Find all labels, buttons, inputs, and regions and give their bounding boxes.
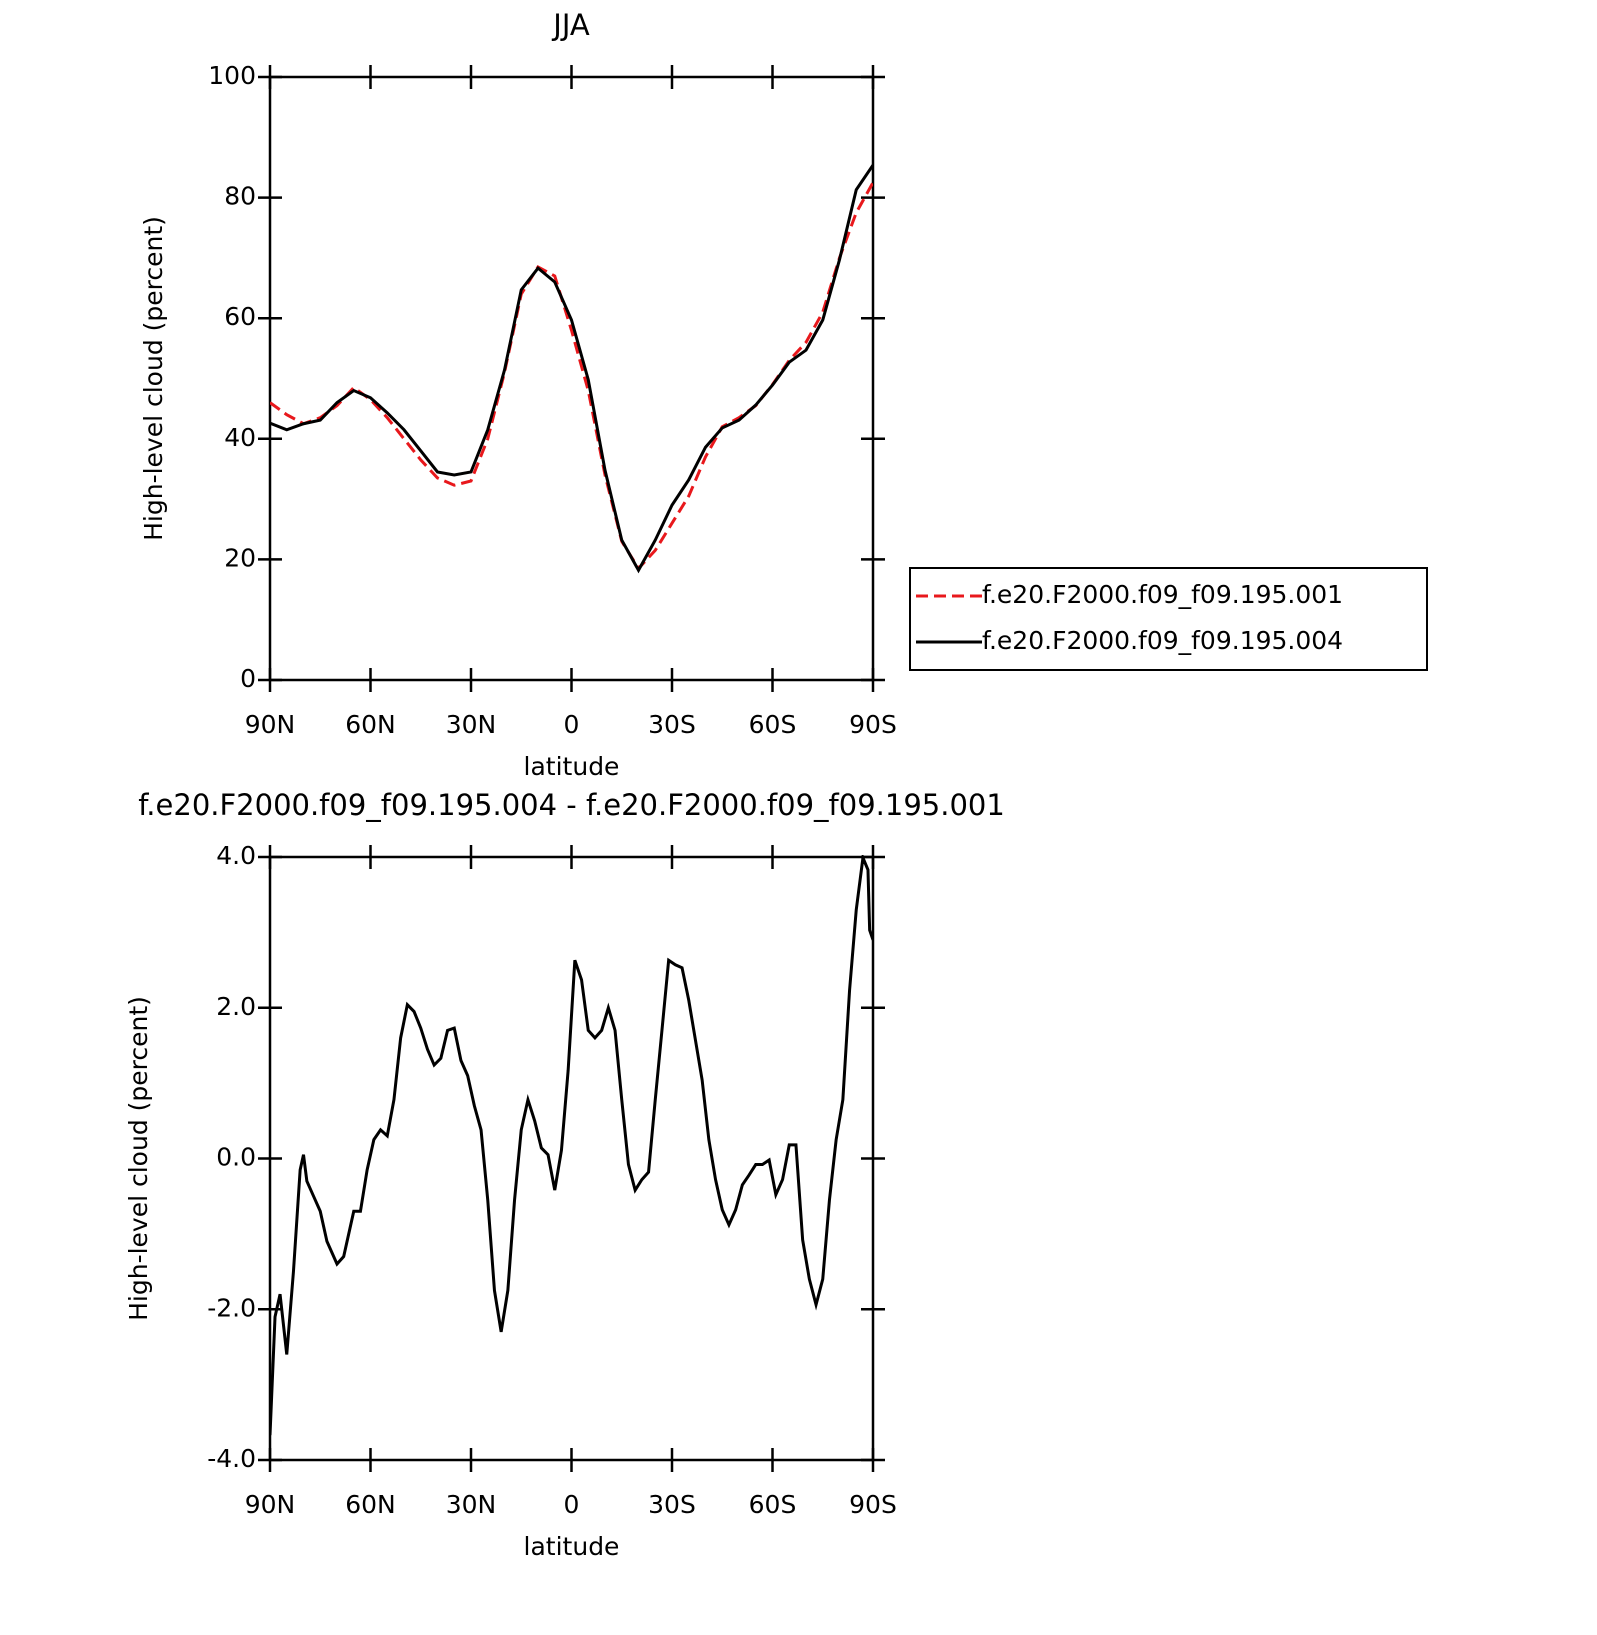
legend-box [909,567,1428,671]
y-axis-label: High-level cloud (percent) [139,216,168,541]
data-line [270,181,873,571]
y-tick-label: 2.0 [216,992,256,1021]
x-axis-label: latitude [524,1532,620,1561]
x-tick-label: 60S [749,710,797,739]
y-tick-label: 0 [240,664,256,693]
y-tick-label: 4.0 [216,841,256,870]
x-tick-label: 90N [245,710,296,739]
y-tick-label: 100 [208,61,256,90]
y-axis-label: High-level cloud (percent) [124,996,153,1321]
y-tick-label: 60 [224,302,256,331]
data-line [270,164,873,574]
chart-title: JJA [551,8,590,42]
y-tick-label: -2.0 [207,1293,256,1322]
x-tick-label: 0 [564,1490,580,1519]
x-tick-label: 60N [345,1490,396,1519]
x-axis-label: latitude [524,752,620,781]
chart-title: f.e20.F2000.f09_f09.195.004 - f.e20.F200… [138,788,1005,822]
y-tick-label: 0.0 [216,1143,256,1172]
y-tick-label: 80 [224,182,256,211]
data-line [270,855,873,1436]
x-tick-label: 30S [648,1490,696,1519]
legend-label: f.e20.F2000.f09_f09.195.004 [982,626,1343,655]
x-tick-label: 90N [245,1490,296,1519]
x-tick-label: 30N [446,1490,497,1519]
x-tick-label: 60N [345,710,396,739]
y-tick-label: -4.0 [207,1444,256,1473]
x-tick-label: 30S [648,710,696,739]
x-tick-label: 30N [446,710,497,739]
y-tick-label: 20 [224,543,256,572]
y-tick-label: 40 [224,423,256,452]
x-tick-label: 60S [749,1490,797,1519]
legend-label: f.e20.F2000.f09_f09.195.001 [982,580,1343,609]
x-tick-label: 90S [849,1490,897,1519]
plot-frame [268,855,875,1462]
x-tick-label: 0 [564,710,580,739]
x-tick-label: 90S [849,710,897,739]
plot-frame [268,75,875,682]
